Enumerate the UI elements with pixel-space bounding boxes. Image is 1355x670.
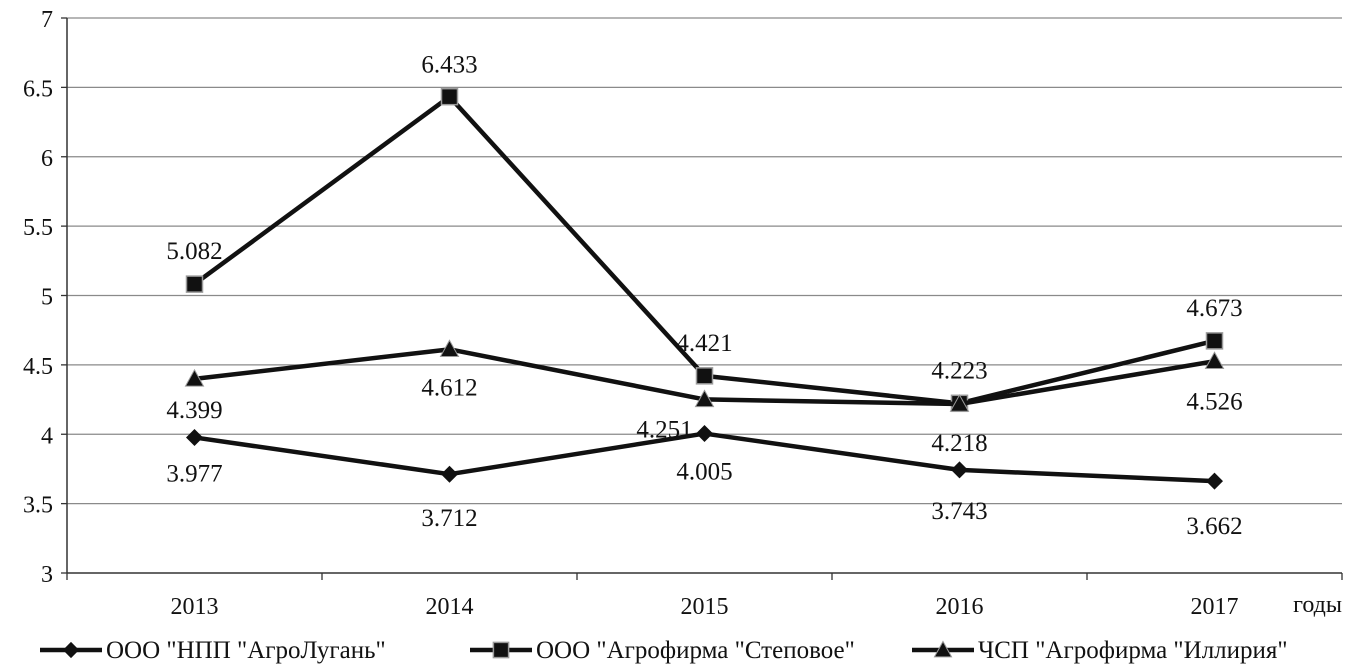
data-label: 6.433 xyxy=(421,52,477,79)
data-labels: 3.977 3.712 4.005 3.743 3.662 5.082 6.433 4.421… xyxy=(166,52,1242,540)
data-label: 4.526 xyxy=(1186,388,1242,415)
y-tick-label: 6.5 xyxy=(23,76,53,102)
triangle-marker xyxy=(1204,351,1225,369)
triangle-marker xyxy=(184,368,205,387)
y-tick-label: 7 xyxy=(41,7,53,33)
y-tick-label: 5 xyxy=(41,285,53,311)
data-label: 4.399 xyxy=(166,397,222,424)
x-tick-label: 2015 xyxy=(681,594,729,620)
legend-item: ООО "Агрофирма "Степовое" xyxy=(470,637,855,664)
x-tick-label: 2016 xyxy=(936,594,984,620)
data-label: 3.712 xyxy=(421,505,477,532)
data-label: 4.612 xyxy=(421,374,477,401)
legend-item: ООО "НПП "АгроЛугань" xyxy=(40,637,386,664)
square-marker xyxy=(1205,332,1224,350)
data-label: 4.673 xyxy=(1186,295,1242,322)
data-label: 4.223 xyxy=(931,357,987,384)
data-label: 3.743 xyxy=(931,498,987,525)
legend-label: ЧСП "Агрофирма "Иллирия" xyxy=(978,637,1288,664)
x-axis-label: годы xyxy=(1293,592,1342,618)
data-label: 4.005 xyxy=(676,459,732,486)
square-marker xyxy=(492,641,510,659)
diamond-marker xyxy=(696,425,713,443)
data-label: 3.662 xyxy=(1186,513,1242,540)
data-label: 5.082 xyxy=(166,238,222,265)
legend-label: ООО "НПП "АгроЛугань" xyxy=(106,637,386,664)
y-tick-label: 3.5 xyxy=(23,493,53,519)
triangle-marker xyxy=(949,393,970,412)
legend-label: ООО "Агрофирма "Степовое" xyxy=(536,637,855,664)
data-label: 4.218 xyxy=(931,430,987,457)
x-tick-label: 2014 xyxy=(426,594,474,620)
series-lines xyxy=(184,87,1225,490)
x-tick-label: 2017 xyxy=(1191,594,1239,620)
diamond-marker xyxy=(951,461,968,479)
x-tick-labels: 2013 2014 2015 2016 2017 xyxy=(171,594,1239,620)
y-tick-label: 6 xyxy=(41,146,53,172)
diamond-marker xyxy=(1206,472,1223,490)
square-marker xyxy=(695,367,714,385)
triangle-marker xyxy=(933,640,953,658)
y-tick-label: 5.5 xyxy=(23,215,53,241)
x-tick-label: 2013 xyxy=(171,594,219,620)
axes xyxy=(61,17,1343,580)
y-tick-label: 4 xyxy=(41,423,53,449)
square-marker xyxy=(440,87,459,106)
data-label: 3.977 xyxy=(166,460,222,487)
y-tick-label: 3 xyxy=(41,562,53,588)
diamond-marker xyxy=(62,641,80,659)
data-label: 4.251 xyxy=(636,416,692,443)
triangle-marker xyxy=(694,389,715,408)
square-marker xyxy=(185,275,204,293)
legend: ООО "НПП "АгроЛугань" ООО "Агрофирма "Сте… xyxy=(40,637,1288,664)
diamond-marker xyxy=(186,428,203,446)
data-label: 4.421 xyxy=(676,330,732,357)
gridlines xyxy=(67,17,1342,505)
diamond-marker xyxy=(441,465,458,483)
legend-item: ЧСП "Агрофирма "Иллирия" xyxy=(912,637,1288,664)
series-line xyxy=(193,94,1216,406)
y-tick-label: 4.5 xyxy=(23,354,53,380)
y-tick-labels: 3 3.5 4 4.5 5 5.5 6 6.5 7 xyxy=(23,7,53,588)
triangle-marker xyxy=(439,339,460,358)
